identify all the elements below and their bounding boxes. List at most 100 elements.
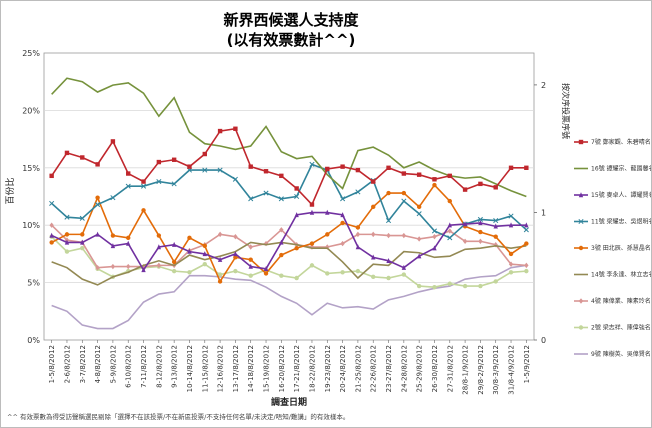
data-point <box>294 193 300 200</box>
data-point <box>64 249 70 254</box>
data-point <box>462 221 468 227</box>
data-point <box>524 165 529 170</box>
data-point <box>355 225 361 230</box>
data-point <box>263 169 269 174</box>
data-point <box>80 245 85 251</box>
y-tick-label: 10% <box>22 221 40 230</box>
data-point <box>156 159 162 165</box>
data-point <box>187 270 192 275</box>
data-point <box>386 275 391 281</box>
data-point <box>156 179 162 185</box>
data-point <box>462 283 468 289</box>
data-point <box>49 200 55 206</box>
x-axis-label: 調查日期 <box>271 396 307 408</box>
series-line <box>51 183 527 284</box>
data-point <box>355 231 361 238</box>
data-point <box>248 164 253 169</box>
data-point <box>248 196 254 202</box>
data-point <box>477 216 483 223</box>
data-point <box>325 166 330 172</box>
series-line <box>51 211 527 272</box>
data-point <box>233 233 238 240</box>
data-point <box>263 271 269 276</box>
data-point <box>95 162 100 167</box>
data-point <box>416 172 422 177</box>
data-point <box>447 222 452 228</box>
data-point <box>126 240 131 246</box>
data-point <box>493 242 498 248</box>
data-point <box>171 259 177 265</box>
data-point <box>462 187 468 192</box>
x-tick-label: 9-13/8/2012 <box>171 345 179 388</box>
x-tick-label: 3-7/8/2012 <box>79 345 87 383</box>
data-point <box>340 196 346 202</box>
x-tick-label: 2-6/8/2012 <box>63 345 71 383</box>
series <box>49 126 529 207</box>
data-point <box>202 151 207 157</box>
data-point <box>80 155 85 160</box>
data-point <box>309 241 315 246</box>
y2-tick-label: 1 <box>541 208 546 217</box>
legend-label: 9號 陳樹英、吳偉賢名單 <box>591 350 651 358</box>
data-point <box>279 239 284 245</box>
data-point <box>279 227 284 233</box>
data-point <box>578 192 584 198</box>
data-point <box>524 222 529 228</box>
data-point <box>64 232 70 237</box>
data-point <box>294 186 299 191</box>
chart-title: 新界西候選人支持度 <box>223 11 359 29</box>
data-point <box>416 236 422 242</box>
x-tick-label: 5-9/8/2012 <box>109 345 117 383</box>
legend-item: 7號 鄭家觀、朱碧晴名單 <box>574 138 651 146</box>
data-point <box>401 190 407 196</box>
legend-item: 4號 陳偉業、陳素玲名單 <box>574 297 651 305</box>
x-tick-label: 24-28/8/2012 <box>400 345 408 392</box>
x-tick-label: 22-26/8/2012 <box>370 345 378 392</box>
legend-label: 4號 陳偉業、陳素玲名單 <box>591 297 651 305</box>
data-point <box>217 279 223 284</box>
data-point <box>325 232 330 237</box>
y2-axis-label: 按次序投票序號 <box>561 83 571 139</box>
data-point <box>294 212 299 218</box>
data-point <box>447 198 452 204</box>
data-point <box>355 244 361 250</box>
legend: 7號 鄭家觀、朱碧晴名單 16號 譚耀宗、龍國馨名單 15號 麥卓人、譚耀賢名單 11… <box>574 138 651 358</box>
data-point <box>340 164 345 169</box>
data-point <box>416 283 422 289</box>
legend-label: 11號 梁耀忠、吳煜明名單 <box>591 218 651 226</box>
data-point <box>493 234 498 239</box>
series-line <box>51 264 527 330</box>
data-point <box>95 195 100 200</box>
data-point <box>278 196 284 202</box>
data-point <box>416 253 422 259</box>
y2-axis-ticks: 0 1 2 <box>534 81 546 345</box>
data-point <box>432 233 437 240</box>
x-tick-label: 14-18/8/2012 <box>247 345 255 392</box>
data-point <box>141 267 146 273</box>
series-line <box>51 224 527 269</box>
data-point <box>95 264 100 271</box>
data-point <box>202 243 207 249</box>
data-point <box>156 244 162 250</box>
data-point <box>49 232 54 238</box>
data-point <box>309 161 315 167</box>
data-point <box>141 179 146 184</box>
data-point <box>524 268 529 274</box>
data-point <box>578 298 584 304</box>
data-point <box>156 262 162 269</box>
x-tick-label: 23-27/8/2012 <box>385 345 393 392</box>
x-tick-label: 27-31/8/2012 <box>446 345 454 392</box>
data-point <box>233 255 238 260</box>
data-point <box>279 273 284 278</box>
data-point <box>171 241 177 247</box>
data-point <box>340 240 345 247</box>
data-point <box>578 139 584 145</box>
data-point <box>309 209 315 215</box>
data-point <box>80 232 85 237</box>
data-point <box>447 235 453 241</box>
data-point <box>233 268 238 274</box>
series <box>49 222 529 271</box>
x-tick-label: 11-15/8/2012 <box>201 345 209 392</box>
data-point <box>340 270 345 275</box>
legend-item: 11號 梁耀忠、吳煜明名單 <box>574 218 651 226</box>
